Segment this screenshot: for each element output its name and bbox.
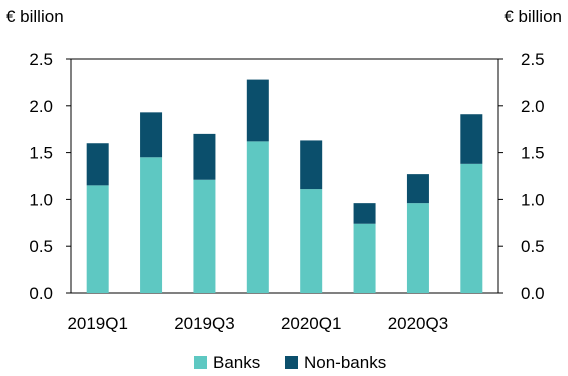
plot-frame	[70, 58, 499, 294]
y-tick-left-label: 1.0	[29, 190, 53, 209]
y-axis-unit-left: € billion	[6, 7, 64, 26]
legend: Banks Non-banks	[194, 353, 386, 372]
bar-banks-2019q3	[193, 179, 216, 293]
y-tick-right-label: 2.5	[521, 50, 545, 69]
y-tick-right-label: 0.0	[521, 284, 545, 303]
y-tick-left-label: 0.0	[29, 284, 53, 303]
y-tick-right-label: 1.5	[521, 144, 545, 163]
x-tick-label: 2019Q3	[174, 314, 235, 333]
bar-non-banks-2019q3	[193, 133, 216, 180]
legend-swatch-non-banks	[285, 356, 298, 369]
bar-non-banks-2020q1	[300, 140, 323, 190]
x-tick-label: 2020Q1	[281, 314, 342, 333]
y-tick-right-label: 2.0	[521, 97, 545, 116]
bar-banks-2020q4	[460, 163, 483, 293]
legend-label: Non-banks	[304, 353, 386, 372]
y-tick-left-label: 2.5	[29, 50, 53, 69]
bar-non-banks-2020q4	[460, 114, 483, 164]
bar-non-banks-2019q2	[140, 112, 163, 158]
bar-banks-2019q1	[86, 185, 109, 293]
bar-non-banks-2020q3	[406, 174, 429, 204]
bar-banks-2020q1	[300, 189, 323, 293]
y-tick-left-label: 2.0	[29, 97, 53, 116]
bar-banks-2020q3	[406, 203, 429, 293]
bar-non-banks-2019q4	[246, 79, 269, 142]
y-axis-left: 0.0 0.5 1.0 1.5 2.0 2.5	[29, 50, 71, 303]
y-tick-right-label: 0.5	[521, 237, 545, 256]
y-axis-right: 0.0 0.5 1.0 1.5 2.0 2.5	[498, 50, 545, 303]
bars-group	[86, 79, 483, 293]
y-tick-left-label: 1.5	[29, 144, 53, 163]
y-tick-left-label: 0.5	[29, 237, 53, 256]
bar-banks-2019q4	[246, 141, 269, 293]
legend-swatch-banks	[194, 356, 207, 369]
bar-non-banks-2020q2	[353, 203, 376, 224]
y-axis-unit-right: € billion	[504, 7, 562, 26]
bar-non-banks-2019q1	[86, 143, 109, 186]
x-tick-label: 2020Q3	[388, 314, 449, 333]
legend-label: Banks	[213, 353, 260, 372]
bar-banks-2020q2	[353, 223, 376, 293]
y-tick-right-label: 1.0	[521, 190, 545, 209]
bar-banks-2019q2	[140, 157, 163, 293]
x-tick-label: 2019Q1	[67, 314, 128, 333]
x-axis-labels: 2019Q1 2019Q3 2020Q1 2020Q3	[67, 314, 448, 333]
